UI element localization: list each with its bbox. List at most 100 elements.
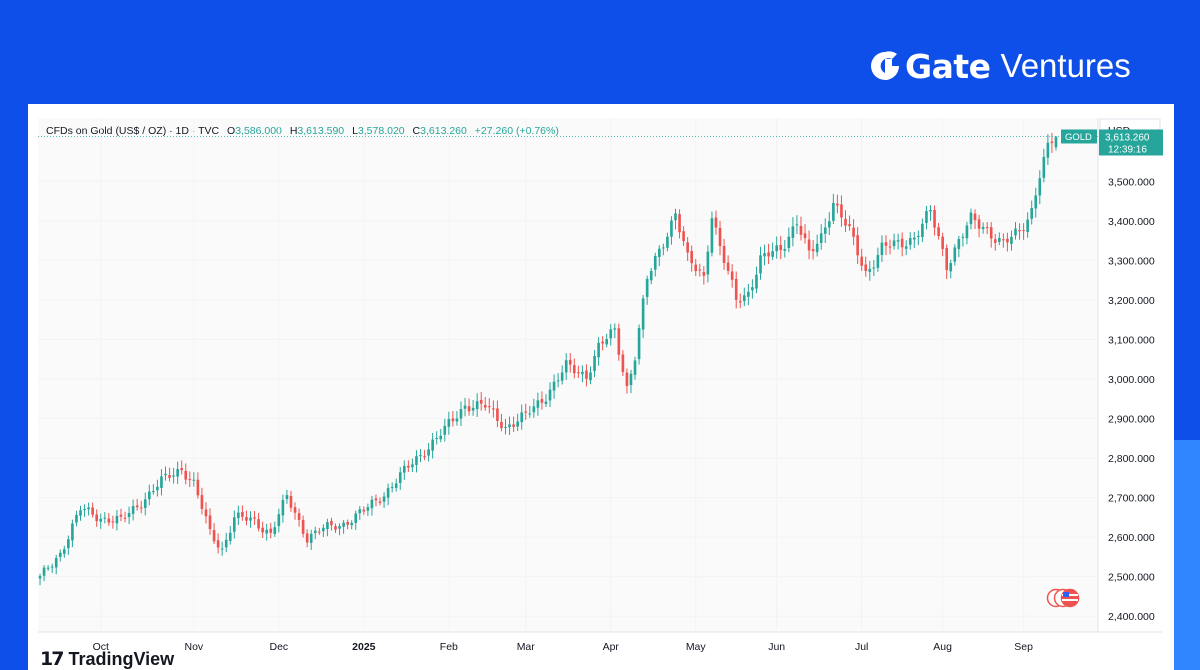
flag-icon xyxy=(1046,588,1080,608)
tradingview-logo[interactable]: 17 TradingView xyxy=(40,648,174,670)
candle-body xyxy=(1014,228,1017,236)
candle-body xyxy=(313,530,317,534)
candle-body xyxy=(653,255,657,270)
candle-body xyxy=(997,238,1001,242)
candle-body xyxy=(83,508,86,510)
candle-body xyxy=(370,499,374,509)
candle-body xyxy=(216,540,220,548)
candle-body xyxy=(767,252,770,257)
candle-body xyxy=(613,328,617,330)
candle-body xyxy=(253,517,256,519)
candle-body xyxy=(87,507,90,510)
x-tick-label: Jun xyxy=(768,641,785,653)
close-value: 3,613.260 xyxy=(420,125,467,137)
candle-body xyxy=(374,498,378,501)
candle-body xyxy=(985,227,989,229)
candle-body xyxy=(289,495,293,508)
candle-body xyxy=(467,406,471,412)
candle-body xyxy=(1010,236,1013,244)
x-tick-label: Mar xyxy=(517,641,536,653)
candle-body xyxy=(471,407,475,411)
candle-body xyxy=(180,468,184,471)
candle-body xyxy=(394,483,398,488)
candle-body xyxy=(811,249,815,252)
candle-body xyxy=(1030,207,1034,219)
candle-body xyxy=(131,506,135,514)
candle-body xyxy=(532,406,536,413)
candle-body xyxy=(860,256,864,266)
candle-body xyxy=(147,491,151,500)
candle-body xyxy=(803,233,807,239)
instrument-label: CFDs on Gold (US$ / OZ) · 1D · TVC xyxy=(46,125,220,137)
candle-body xyxy=(204,509,208,517)
candle-body xyxy=(670,220,673,237)
candle-body xyxy=(581,371,584,375)
candle-body xyxy=(139,507,143,509)
candle-body xyxy=(791,226,795,238)
candle-body xyxy=(443,425,447,435)
candle-body xyxy=(625,372,629,386)
x-tick-label: Feb xyxy=(440,641,458,653)
candle-body xyxy=(362,509,366,512)
candle-body xyxy=(872,267,876,269)
candle-body xyxy=(852,227,855,237)
candle-body xyxy=(981,227,985,230)
candle-body xyxy=(386,488,390,498)
candle-body xyxy=(884,242,888,246)
y-tick-label: 2,500.000 xyxy=(1108,572,1155,584)
y-tick-label: 2,900.000 xyxy=(1108,413,1155,425)
candle-body xyxy=(900,238,904,248)
y-tick-label: 3,100.000 xyxy=(1108,334,1155,346)
candle-body xyxy=(989,227,993,239)
candle-body xyxy=(645,278,649,297)
candle-body xyxy=(281,500,285,516)
candle-body xyxy=(71,523,74,541)
candle-body xyxy=(459,409,463,419)
candle-body xyxy=(192,479,196,481)
candle-body xyxy=(742,295,746,302)
gold-price-chart[interactable]: CFDs on Gold (US$ / OZ) · 1D · TVC O3,58… xyxy=(28,104,1174,670)
candle-body xyxy=(617,328,621,355)
candle-body xyxy=(176,469,179,477)
candle-body xyxy=(419,455,422,457)
candle-body xyxy=(641,298,645,330)
candle-body xyxy=(79,510,82,516)
candle-body xyxy=(787,236,791,248)
candle-body xyxy=(346,522,349,525)
candle-body xyxy=(799,225,803,235)
x-tick-label: Dec xyxy=(269,641,288,653)
candle-body xyxy=(390,487,394,489)
candle-body xyxy=(431,439,434,451)
candle-body xyxy=(856,235,859,256)
candle-body xyxy=(479,399,483,404)
candle-body xyxy=(775,245,779,252)
candle-body xyxy=(965,225,969,239)
candle-body xyxy=(508,424,511,428)
candle-body xyxy=(338,525,341,529)
candle-body xyxy=(285,495,289,499)
candle-body xyxy=(686,242,689,253)
candle-body xyxy=(702,272,706,276)
candle-body xyxy=(1054,136,1058,148)
candle-body xyxy=(941,236,944,249)
candle-body xyxy=(91,507,94,515)
candle-body xyxy=(483,404,487,408)
y-tick-label: 3,200.000 xyxy=(1108,295,1155,307)
candle-body xyxy=(427,449,430,456)
candle-body xyxy=(819,233,823,244)
candle-body xyxy=(172,475,175,477)
candle-body xyxy=(1046,142,1050,158)
candle-body xyxy=(301,519,305,534)
candle-body xyxy=(455,418,459,422)
candle-body xyxy=(350,522,354,526)
legend-line: CFDs on Gold (US$ / OZ) · 1D · TVC O3,58… xyxy=(46,125,559,137)
symbol-tag xyxy=(1061,129,1097,144)
candle-body xyxy=(415,456,418,465)
candle-body xyxy=(589,372,592,381)
candle-body xyxy=(1042,156,1046,178)
candle-body xyxy=(601,341,604,344)
candle-body xyxy=(261,527,264,533)
candle-body xyxy=(1026,219,1029,233)
candle-body xyxy=(730,271,734,280)
candle-body xyxy=(925,211,928,224)
